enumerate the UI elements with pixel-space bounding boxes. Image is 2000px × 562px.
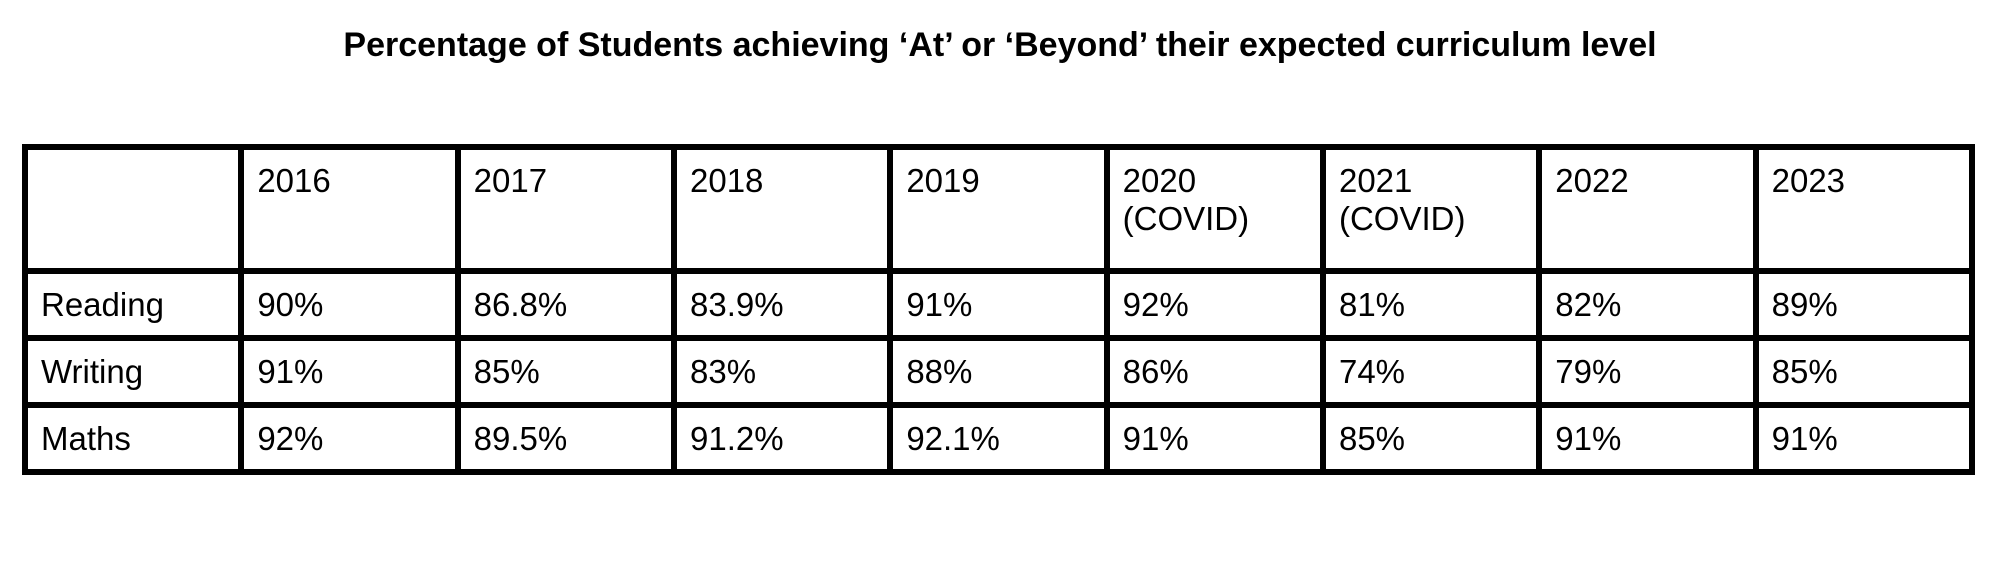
table-cell: 91% bbox=[1752, 402, 1976, 475]
table-row-maths: Maths 92% 89.5% 91.2% 92.1% 91% 85% 91% … bbox=[21, 402, 1976, 475]
table-cell: 88% bbox=[887, 335, 1110, 408]
table-cell: 89.5% bbox=[454, 402, 677, 475]
column-year: 2020 bbox=[1122, 162, 1197, 199]
column-header-2017: 2017 bbox=[454, 144, 677, 274]
table-cell: 81% bbox=[1319, 268, 1543, 341]
table-row-writing: Writing 91% 85% 83% 88% 86% 74% 79% 85% bbox=[21, 335, 1976, 408]
table-cell: 91.2% bbox=[670, 402, 894, 475]
column-header-2023: 2023 bbox=[1752, 144, 1976, 274]
table-cell: 85% bbox=[1319, 402, 1543, 475]
table-cell: 83.9% bbox=[670, 268, 894, 341]
table-cell: 91% bbox=[1103, 402, 1326, 475]
column-year: 2018 bbox=[689, 162, 764, 199]
table-cell: 91% bbox=[887, 268, 1110, 341]
table-row-reading: Reading 90% 86.8% 83.9% 91% 92% 81% 82% … bbox=[21, 268, 1976, 341]
table-cell: 74% bbox=[1319, 335, 1543, 408]
column-header-2019: 2019 bbox=[887, 144, 1110, 274]
corner-cell bbox=[21, 144, 245, 274]
page-title: Percentage of Students achieving ‘At’ or… bbox=[343, 26, 1657, 64]
column-year: 2016 bbox=[257, 162, 331, 199]
results-table: 2016 2017 2018 2019 2020 (COVID) 2021 bbox=[21, 144, 1976, 475]
table-cell: 79% bbox=[1536, 335, 1759, 408]
column-note: (COVID) bbox=[1122, 200, 1250, 237]
column-note: (COVID) bbox=[1338, 200, 1466, 237]
table-cell: 85% bbox=[1752, 335, 1976, 408]
column-year: 2022 bbox=[1555, 162, 1629, 199]
table-cell: 91% bbox=[1536, 402, 1759, 475]
column-header-2020-covid: 2020 (COVID) bbox=[1103, 144, 1326, 274]
row-label-maths: Maths bbox=[21, 402, 245, 475]
column-header-2022: 2022 bbox=[1536, 144, 1759, 274]
column-year: 2021 bbox=[1338, 162, 1413, 199]
header-row: 2016 2017 2018 2019 2020 (COVID) 2021 bbox=[21, 144, 1976, 274]
column-year: 2023 bbox=[1771, 162, 1846, 199]
table-cell: 85% bbox=[454, 335, 677, 408]
table-cell: 92% bbox=[1103, 268, 1326, 341]
table-cell: 89% bbox=[1752, 268, 1976, 341]
column-header-2016: 2016 bbox=[238, 144, 461, 274]
table-cell: 92% bbox=[238, 402, 461, 475]
row-label-writing: Writing bbox=[21, 335, 245, 408]
table-cell: 83% bbox=[670, 335, 894, 408]
column-header-2021-covid: 2021 (COVID) bbox=[1319, 144, 1543, 274]
table-cell: 86% bbox=[1103, 335, 1326, 408]
table-cell: 82% bbox=[1536, 268, 1759, 341]
column-header-2018: 2018 bbox=[670, 144, 894, 274]
column-year: 2017 bbox=[473, 162, 548, 199]
table-cell: 91% bbox=[238, 335, 461, 408]
row-label-reading: Reading bbox=[21, 268, 245, 341]
table-cell: 90% bbox=[238, 268, 461, 341]
table-cell: 92.1% bbox=[887, 402, 1110, 475]
table-cell: 86.8% bbox=[454, 268, 677, 341]
column-year: 2019 bbox=[906, 162, 980, 199]
